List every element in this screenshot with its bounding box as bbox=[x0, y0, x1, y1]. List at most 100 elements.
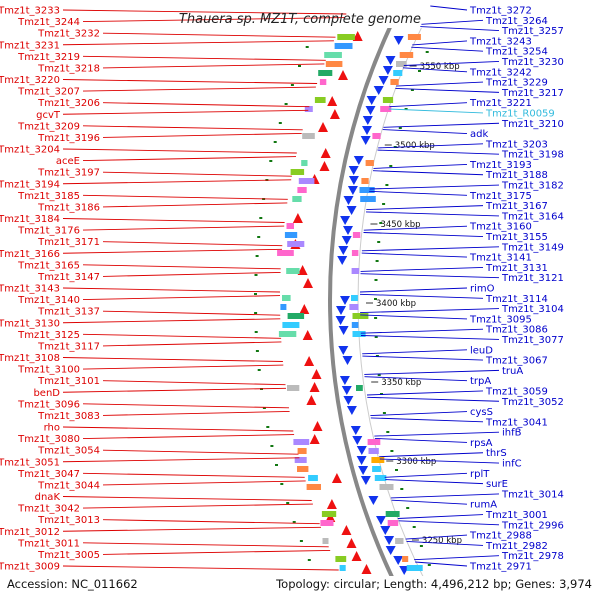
gene-label[interactable]: gcvT bbox=[36, 110, 61, 121]
gene-label[interactable]: cysS bbox=[470, 407, 493, 418]
gene-label[interactable]: Tmz1t_3206 bbox=[37, 98, 100, 109]
gene-label[interactable]: surE bbox=[486, 479, 508, 490]
gene-label[interactable]: rho bbox=[44, 423, 60, 434]
gene-label[interactable]: Tmz1t_3009 bbox=[0, 562, 60, 573]
gene-label[interactable]: Tmz1t_3041 bbox=[485, 417, 548, 428]
gene-label[interactable]: dnaK bbox=[35, 492, 61, 503]
gene-label[interactable]: Tmz1t_3185 bbox=[17, 191, 80, 202]
gene-label[interactable]: Tmz1t_3176 bbox=[17, 226, 80, 237]
gene-label[interactable]: Tmz1t_3198 bbox=[501, 150, 564, 161]
gene-label[interactable]: Tmz1t_3194 bbox=[0, 179, 60, 190]
gene-label[interactable]: Tmz1t_3080 bbox=[17, 434, 80, 445]
gene-label[interactable]: Tmz1t_3095 bbox=[469, 314, 532, 325]
gene-label[interactable]: Tmz1t_2982 bbox=[485, 541, 548, 552]
gene-label[interactable]: ihfB bbox=[502, 428, 522, 439]
gene-label[interactable]: Tmz1t_3077 bbox=[501, 335, 564, 346]
gene-label[interactable]: Tmz1t_3264 bbox=[485, 16, 548, 27]
gene-label[interactable]: Tmz1t_3197 bbox=[37, 168, 100, 179]
gene-label[interactable]: Tmz1t_3233 bbox=[0, 6, 60, 17]
gene-label[interactable]: Tmz1t_3141 bbox=[469, 253, 532, 264]
gene-label[interactable]: Tmz1t_3117 bbox=[37, 341, 100, 352]
gene-label[interactable]: Tmz1t_3149 bbox=[501, 242, 564, 253]
gene-label[interactable]: Tmz1t_3184 bbox=[0, 214, 60, 225]
gene-label[interactable]: Tmz1t_2988 bbox=[469, 531, 532, 542]
gene-label[interactable]: Tmz1t_3175 bbox=[469, 191, 532, 202]
gene-label[interactable]: thrS bbox=[486, 448, 507, 459]
gene-label[interactable]: benD bbox=[33, 388, 60, 399]
gene-label[interactable]: Tmz1t_3188 bbox=[485, 170, 548, 181]
gene-label[interactable]: Tmz1t_3219 bbox=[17, 52, 80, 63]
gene-label[interactable]: Tmz1t_3209 bbox=[17, 121, 80, 132]
gene-label[interactable]: Tmz1t_3196 bbox=[37, 133, 100, 144]
gene-label[interactable]: Tmz1t_3143 bbox=[0, 284, 60, 295]
gene-label[interactable]: Tmz1t_3186 bbox=[37, 202, 100, 213]
gene-label[interactable]: Tmz1t_2978 bbox=[501, 551, 564, 562]
gene-label[interactable]: Tmz1t_3047 bbox=[17, 469, 80, 480]
gene-label[interactable]: Tmz1t_3130 bbox=[0, 318, 60, 329]
gene-label[interactable]: Tmz1t_3140 bbox=[17, 295, 80, 306]
gene-label[interactable]: Tmz1t_3243 bbox=[469, 36, 532, 47]
gene-label[interactable]: Tmz1t_3182 bbox=[501, 181, 564, 192]
gene-label[interactable]: Tmz1t_3108 bbox=[0, 353, 60, 364]
gene-label[interactable]: Tmz1t_3131 bbox=[485, 263, 548, 274]
gene-label[interactable]: rimO bbox=[470, 284, 495, 295]
gene-label[interactable]: Tmz1t_3231 bbox=[0, 40, 60, 51]
gene-label[interactable]: Tmz1t_3052 bbox=[501, 397, 564, 408]
gene-label[interactable]: Tmz1t_3001 bbox=[485, 510, 548, 521]
gene-label[interactable]: Tmz1t_3083 bbox=[37, 411, 100, 422]
gene-label[interactable]: Tmz1t_3121 bbox=[501, 273, 564, 284]
gene-label[interactable]: Tmz1t_3042 bbox=[17, 504, 80, 515]
gene-label[interactable]: adk bbox=[470, 129, 488, 140]
gene-label[interactable]: truA bbox=[502, 366, 523, 377]
gene-label[interactable]: Tmz1t_3207 bbox=[17, 87, 80, 98]
gene-label[interactable]: Tmz1t_3221 bbox=[469, 98, 532, 109]
gene-label[interactable]: Tmz1t_3051 bbox=[0, 457, 60, 468]
gene-label[interactable]: trpA bbox=[470, 376, 491, 387]
gene-label[interactable]: Tmz1t_3086 bbox=[485, 325, 548, 336]
gene-label[interactable]: Tmz1t_3125 bbox=[17, 330, 80, 341]
gene-label[interactable]: Tmz1t_3210 bbox=[501, 119, 564, 130]
gene-label[interactable]: Tmz1t_2996 bbox=[501, 520, 564, 531]
gene-label[interactable]: Tmz1t_3054 bbox=[37, 446, 100, 457]
gene-label[interactable]: Tmz1t_3096 bbox=[17, 399, 80, 410]
gene-label[interactable]: Tmz1t_2971 bbox=[469, 562, 532, 573]
gene-label[interactable]: Tmz1t_3244 bbox=[17, 17, 80, 28]
gene-label[interactable]: Tmz1t_3193 bbox=[469, 160, 532, 171]
gene-label[interactable]: Tmz1t_3230 bbox=[501, 57, 564, 68]
gene-label[interactable]: Tmz1t_3101 bbox=[37, 376, 100, 387]
gene-label[interactable]: Tmz1t_3204 bbox=[0, 145, 60, 156]
gene-label[interactable]: Tmz1t_3044 bbox=[37, 480, 100, 491]
gene-label[interactable]: Tmz1t_3229 bbox=[485, 78, 548, 89]
gene-label[interactable]: Tmz1t_3167 bbox=[485, 201, 548, 212]
gene-label[interactable]: Tmz1t_3014 bbox=[501, 489, 564, 500]
gene-label[interactable]: Tmz1t_3137 bbox=[37, 307, 100, 318]
gene-label[interactable]: Tmz1t_3164 bbox=[501, 211, 564, 222]
gene-label[interactable]: Tmz1t_3242 bbox=[469, 67, 532, 78]
gene-label[interactable]: Tmz1t_3217 bbox=[501, 88, 564, 99]
gene-label[interactable]: Tmz1t_3013 bbox=[37, 515, 100, 526]
gene-label[interactable]: infC bbox=[502, 459, 522, 470]
gene-label[interactable]: Tmz1t_3220 bbox=[0, 75, 60, 86]
gene-label[interactable]: Tmz1t_3203 bbox=[485, 139, 548, 150]
gene-label[interactable]: Tmz1t_3272 bbox=[469, 6, 532, 17]
gene-label[interactable]: rumA bbox=[470, 500, 497, 511]
gene-label[interactable]: Tmz1t_3254 bbox=[485, 47, 548, 58]
gene-label[interactable]: Tmz1t_3059 bbox=[485, 386, 548, 397]
gene-label[interactable]: Tmz1t_3218 bbox=[37, 63, 100, 74]
gene-label[interactable]: Tmz1t_3067 bbox=[485, 356, 548, 367]
gene-label[interactable]: Tmz1t_3104 bbox=[501, 304, 564, 315]
gene-label[interactable]: Tmz1t_R0059 bbox=[485, 108, 555, 119]
gene-label[interactable]: Tmz1t_3232 bbox=[37, 29, 100, 40]
gene-label[interactable]: Tmz1t_3160 bbox=[469, 222, 532, 233]
gene-label[interactable]: Tmz1t_3012 bbox=[0, 527, 60, 538]
gene-label[interactable]: Tmz1t_3147 bbox=[37, 272, 100, 283]
gene-label[interactable]: Tmz1t_3114 bbox=[485, 294, 548, 305]
gene-label[interactable]: Tmz1t_3165 bbox=[17, 260, 80, 271]
gene-label[interactable]: Tmz1t_3100 bbox=[17, 365, 80, 376]
gene-label[interactable]: Tmz1t_3005 bbox=[37, 550, 100, 561]
gene-label[interactable]: rpsA bbox=[470, 438, 493, 449]
gene-label[interactable]: Tmz1t_3155 bbox=[485, 232, 548, 243]
gene-label[interactable]: leuD bbox=[470, 345, 493, 356]
gene-label[interactable]: Tmz1t_3257 bbox=[501, 26, 564, 37]
gene-label[interactable]: Tmz1t_3166 bbox=[0, 249, 60, 260]
